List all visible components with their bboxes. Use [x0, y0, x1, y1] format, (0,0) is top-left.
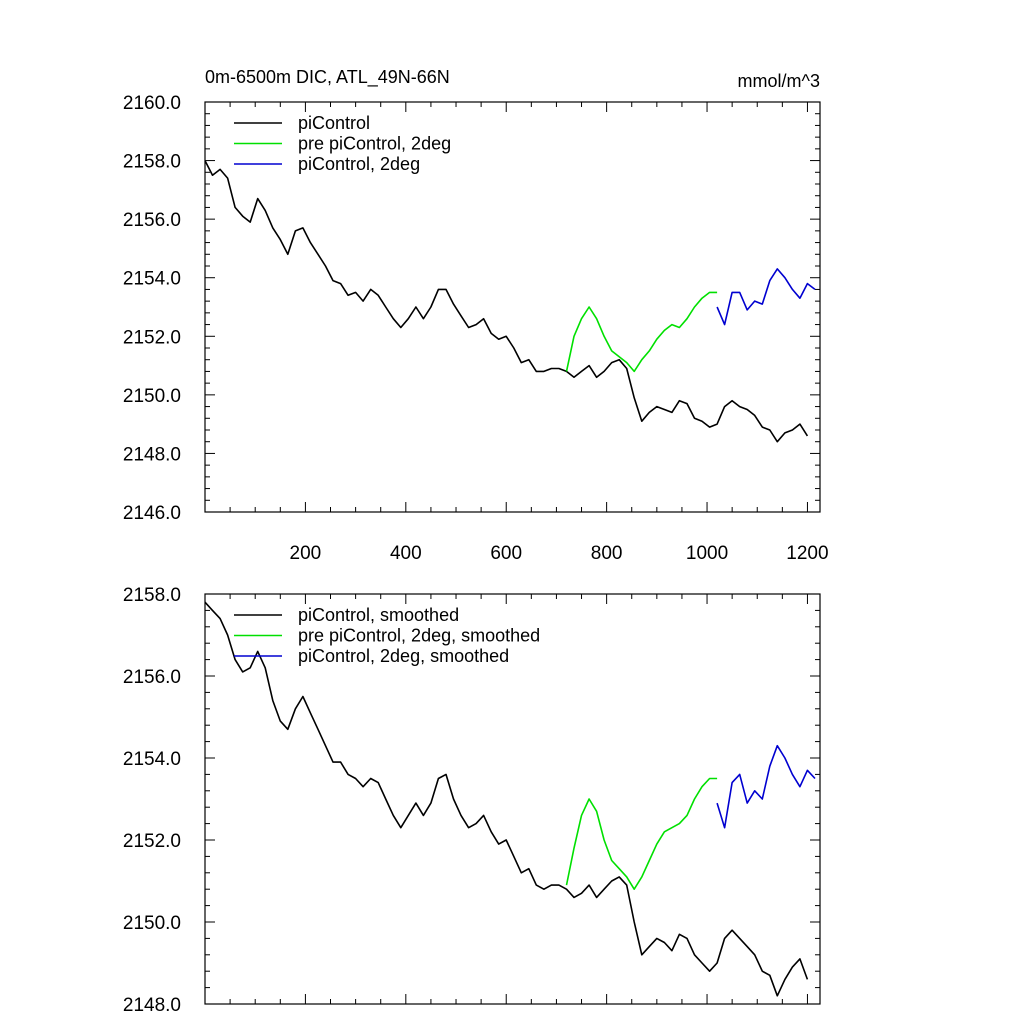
top-plot-frame: [204, 101, 821, 513]
series-line-0: [204, 601, 809, 997]
y-tick-label: 2150.0: [123, 913, 181, 934]
x-tick-label: 600: [490, 543, 522, 564]
legend-label-0: piControl: [298, 113, 370, 133]
y-tick-label: 2148.0: [123, 995, 181, 1016]
x-tick-label: 200: [290, 543, 322, 564]
series-line-2: [716, 268, 816, 326]
top-x-tick-labels: 200 400 600 800 1000 1200: [290, 543, 829, 564]
legend-label-1: pre piControl, 2deg, smoothed: [298, 626, 540, 646]
y-tick-label: 2156.0: [123, 210, 181, 231]
y-tick-label: 2160.0: [123, 93, 181, 114]
bottom-panel: 2148.0 2150.0 2152.0 2154.0 2156.0 2158.0 piC…: [123, 585, 821, 1016]
x-tick-label: 400: [390, 543, 422, 564]
series-line-2: [716, 744, 816, 829]
x-tick-label: 1200: [786, 543, 828, 564]
x-tick-label: 800: [591, 543, 623, 564]
y-tick-label: 2154.0: [123, 269, 181, 290]
legend-label-2: piControl, 2deg, smoothed: [298, 646, 509, 666]
y-tick-label: 2158.0: [123, 152, 181, 173]
legend-label-0: piControl, smoothed: [298, 605, 459, 625]
top-panel: 0m-6500m DIC, ATL_49N-66N mmol/m^3 2146.…: [123, 67, 829, 564]
top-series-lines: [204, 160, 816, 443]
y-tick-label: 2150.0: [123, 386, 181, 407]
units-label: mmol/m^3: [738, 71, 820, 91]
y-tick-label: 2152.0: [123, 831, 181, 852]
legend-label-1: pre piControl, 2deg: [298, 134, 451, 154]
x-tick-label: 1000: [686, 543, 728, 564]
y-tick-label: 2156.0: [123, 667, 181, 688]
y-tick-label: 2154.0: [123, 749, 181, 770]
chart-title: 0m-6500m DIC, ATL_49N-66N: [205, 67, 450, 88]
top-y-tick-labels: 2146.0 2148.0 2150.0 2152.0 2154.0 2156.0 2158…: [123, 93, 181, 524]
bottom-series-lines: [204, 601, 816, 997]
bottom-plot-frame: [204, 593, 821, 1005]
bottom-axis-ticks: [205, 593, 820, 1005]
series-line-0: [204, 160, 809, 443]
series-line-1: [565, 291, 718, 373]
y-tick-label: 2158.0: [123, 585, 181, 606]
y-tick-label: 2152.0: [123, 327, 181, 348]
y-tick-label: 2148.0: [123, 444, 181, 465]
legend-label-2: piControl, 2deg: [298, 154, 420, 174]
y-tick-label: 2146.0: [123, 503, 181, 524]
top-axis-ticks: [205, 101, 820, 513]
series-line-1: [565, 777, 718, 891]
bottom-y-tick-labels: 2148.0 2150.0 2152.0 2154.0 2156.0 2158.0: [123, 585, 181, 1016]
